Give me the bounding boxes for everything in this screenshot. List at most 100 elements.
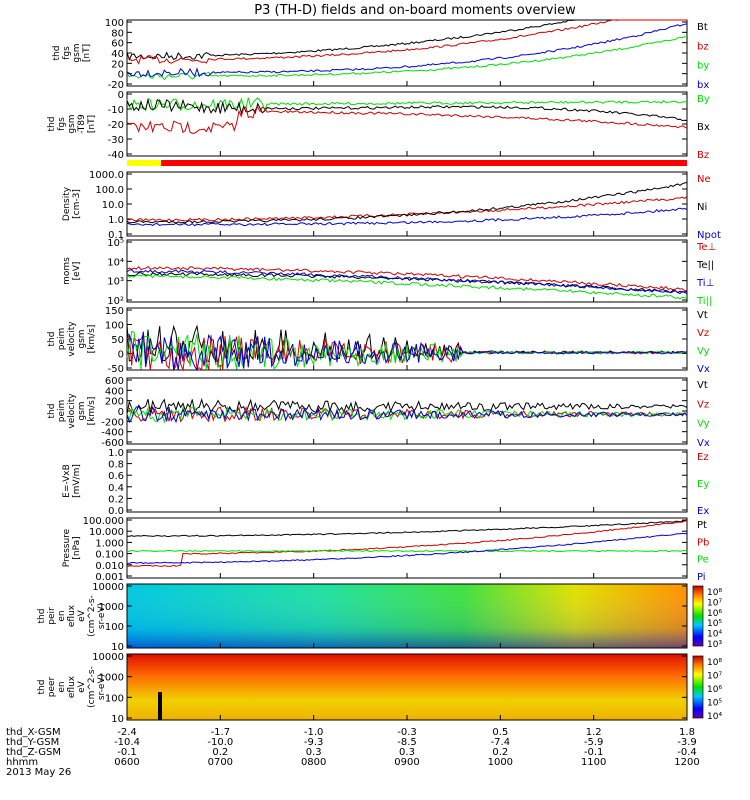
y-tick-label: -30 [108, 135, 124, 146]
colorbar-label: 10⁵ [707, 699, 722, 709]
trace-ne [126, 196, 688, 222]
y-axis-label: thd [47, 404, 57, 419]
y-axis-label: en [57, 610, 67, 621]
quality-flag-yellow [127, 160, 161, 166]
y-tick-label: -600 [101, 438, 124, 449]
ephemeris-value: 0.3 [306, 747, 322, 758]
y-tick-label: 200 [105, 397, 124, 408]
y-axis-label: Pressure [62, 528, 72, 567]
y-axis-label: Density [62, 186, 72, 221]
y-tick-label: 10000 [92, 652, 124, 663]
legend-pt: Pt [697, 520, 707, 531]
y-axis-label: peir [47, 607, 57, 625]
y-tick-label: -10 [108, 105, 124, 116]
y-axis-label: sr-eV) [97, 674, 107, 700]
y-axis-label: peim [57, 400, 67, 423]
panel-2: By Bx Bz 0 -10 -20 -30 -40 thd fgs gsm -T89 [nT] [47, 90, 710, 161]
y-tick-label: 100.0 [95, 185, 124, 196]
legend-bt: Bt [697, 22, 708, 33]
legend-by: by [697, 61, 709, 72]
trace-vx [126, 331, 688, 372]
legend-ti||: Ti|| [696, 296, 712, 307]
y-axis-label: [km/s] [87, 325, 97, 354]
y-tick-label: -20 [108, 120, 124, 131]
ephemeris-value: -8.5 [397, 737, 417, 748]
trace-ti|| [126, 274, 688, 300]
ephemeris-value: -0.1 [584, 747, 604, 758]
y-tick-label: 600 [105, 376, 124, 387]
legend-bz: Bz [697, 150, 709, 161]
x-tick-label: 1000 [488, 757, 513, 768]
trace-pe [126, 549, 688, 553]
y-axis-label: eV [77, 680, 87, 693]
legend-bx: Bx [697, 122, 710, 133]
ephemeris-value: 1.8 [679, 727, 695, 738]
legend-ey: Ey [697, 479, 709, 490]
x-tick-label: 0600 [114, 757, 139, 768]
y-axis-label: fgs [62, 46, 72, 60]
legend-bz: bz [697, 41, 709, 52]
y-axis-label: sr-eV) [97, 603, 107, 629]
colorbar-label: 10⁵ [707, 619, 722, 629]
trace-by [126, 97, 688, 112]
trace-by [126, 36, 688, 81]
y-axis-label: fgs [57, 117, 67, 131]
panel-5: Vt Vz Vy Vx 150 100 50 0 -50 thd peim velocity gsm [k… [47, 306, 710, 375]
y-tick-label: 1000 [99, 673, 124, 684]
x-tick-label: 0900 [394, 757, 419, 768]
y-axis-label: (cm^2-s- [87, 666, 97, 708]
ephemeris-value: -0.1 [117, 747, 137, 758]
y-axis-label: thd [37, 680, 47, 695]
ephemeris-value: -0.3 [397, 727, 417, 738]
y-axis-label: gsm [67, 114, 77, 133]
y-tick-label: 0 [118, 350, 124, 361]
y-tick-label: 100 [105, 18, 124, 29]
y-axis-label: gsm [77, 329, 87, 348]
y-tick-label: 0.1 [108, 230, 124, 241]
y-axis-label: eV [77, 609, 87, 622]
colorbar-label: 10³ [707, 640, 722, 650]
ephemeris-value: 0.2 [212, 747, 228, 758]
ephemeris-value: -3.9 [677, 737, 697, 748]
colorbar-label: 10⁸ [707, 658, 722, 668]
y-tick-label: 10000 [92, 582, 124, 593]
y-tick-label: 50 [111, 335, 124, 346]
y-tick-label: 0.8 [108, 460, 124, 471]
ephemeris-value: -10.0 [207, 737, 233, 748]
y-axis-label: eflux [67, 604, 77, 627]
y-axis-label: gsm [72, 43, 82, 62]
legend-vx: Vx [697, 438, 710, 449]
ephemeris-value: -10.4 [114, 737, 140, 748]
y-axis-label: -T89 [77, 114, 87, 134]
trace-te|| [126, 272, 688, 294]
legend-by: By [697, 94, 710, 105]
panel-3: Ne Ni Npot 1000.0 100.0 10.0 1.0 0.1 Density [cm-… [62, 170, 721, 241]
y-tick-label: 10.0 [102, 200, 124, 211]
ephemeris-value: -0.4 [677, 747, 697, 758]
legend-npot: Npot [697, 230, 721, 241]
y-tick-label: 100.000 [83, 516, 124, 527]
legend-pi: Pi [697, 572, 706, 583]
y-axis-label: (cm^2-s- [87, 595, 97, 637]
ephemeris-label: thd_Y-GSM [6, 737, 59, 748]
time-label: hhmm [6, 757, 38, 768]
y-tick-label: 10³ [107, 277, 124, 288]
trace-bz [126, 19, 687, 65]
electron-spectrogram [127, 654, 687, 720]
y-tick-label: 10⁴ [107, 257, 124, 268]
y-axis-label: [nPa] [72, 536, 82, 559]
colorbar-label: 10⁶ [707, 685, 722, 695]
ephemeris-value: -1.0 [304, 727, 324, 738]
y-axis-label: E=-VxB [62, 464, 72, 498]
y-tick-label: -20 [108, 80, 124, 91]
y-tick-label: 150 [105, 306, 124, 317]
legend-vx: Vx [697, 364, 710, 375]
y-axis-label: eflux [67, 675, 77, 698]
ephemeris-label: thd_X-GSM [6, 727, 61, 738]
trace-bx [126, 23, 688, 78]
y-axis-label: [nT] [87, 115, 97, 133]
trace-vt [126, 323, 688, 363]
trace-vy [126, 330, 688, 371]
